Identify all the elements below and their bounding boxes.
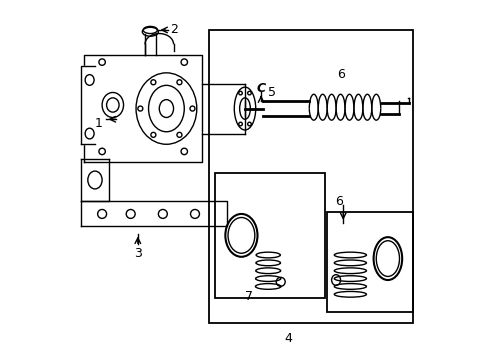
Text: 6: 6 — [338, 68, 345, 81]
Polygon shape — [81, 66, 95, 144]
Polygon shape — [81, 202, 227, 226]
Text: 1: 1 — [95, 117, 102, 130]
Polygon shape — [84, 55, 202, 162]
Bar — [215, 173, 325, 298]
Text: 5: 5 — [268, 86, 276, 99]
Text: 2: 2 — [170, 23, 178, 36]
Bar — [327, 212, 413, 312]
Text: 7: 7 — [245, 289, 252, 303]
Text: 3: 3 — [134, 247, 142, 260]
Text: 6: 6 — [335, 195, 343, 208]
Bar — [209, 30, 413, 323]
Text: 4: 4 — [284, 333, 292, 346]
Text: C: C — [256, 82, 266, 95]
Polygon shape — [81, 158, 109, 202]
Polygon shape — [202, 84, 245, 134]
